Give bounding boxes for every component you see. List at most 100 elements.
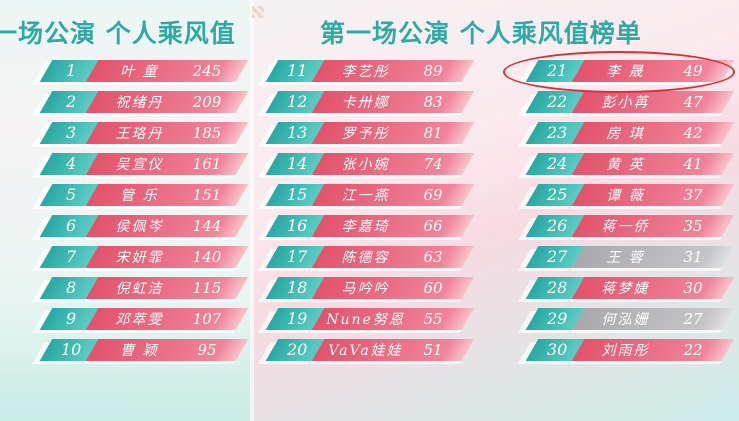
score: 69 — [423, 186, 443, 204]
name-bar: 何泓姗 27 — [571, 308, 735, 330]
name-bar: 李嘉琦 66 — [311, 215, 475, 237]
rank-number: 13 — [286, 123, 308, 142]
ranking-row: 5 管 乐 151 — [39, 184, 249, 206]
score: 209 — [192, 93, 222, 111]
score: 31 — [683, 248, 703, 266]
name-bar: 卡卅娜 83 — [311, 91, 475, 113]
ranking-row: 25 谭 薇 37 — [525, 184, 735, 206]
name-bar: 张小婉 74 — [311, 153, 475, 175]
score: 51 — [423, 341, 443, 359]
ranking-row: 14 张小婉 74 — [265, 153, 475, 175]
contestant-name: 卡卅娜 — [341, 95, 390, 111]
score: 185 — [192, 124, 222, 142]
rank-number: 28 — [546, 278, 568, 297]
name-bar: 刘雨彤 22 — [571, 339, 735, 361]
name-bar: 蒋一侨 35 — [571, 215, 735, 237]
name-bar: 马吟吟 60 — [311, 277, 475, 299]
score: 35 — [683, 217, 703, 235]
score: 107 — [192, 310, 222, 328]
name-bar: Nune努恩 55 — [311, 308, 475, 330]
ranking-row: 1 叶 童 245 — [39, 60, 249, 82]
name-bar: 黄 英 41 — [571, 153, 735, 175]
ranking-row: 15 江一燕 69 — [265, 184, 475, 206]
ranking-row: 26 蒋一侨 35 — [525, 215, 735, 237]
name-bar: 陈德容 63 — [311, 246, 475, 268]
name-bar: 罗予彤 81 — [311, 122, 475, 144]
ranking-row: 4 吴宣仪 161 — [39, 153, 249, 175]
contestant-name: 罗予彤 — [341, 126, 390, 142]
ranking-row: 7 宋妍霏 140 — [39, 246, 249, 268]
score: 30 — [683, 279, 703, 297]
rank-number: 4 — [65, 154, 77, 173]
left-title: 一场公演 个人乘风值 — [0, 19, 236, 48]
name-bar: 祝绪丹 209 — [85, 91, 249, 113]
score: 41 — [683, 155, 703, 173]
rank-number: 16 — [286, 216, 308, 235]
name-bar: 曹 颖 95 — [85, 339, 249, 361]
score: 89 — [423, 62, 443, 80]
rank-number: 15 — [286, 185, 308, 204]
contestant-name: 李艺彤 — [341, 64, 390, 80]
name-bar: 王珞丹 185 — [85, 122, 249, 144]
name-bar: 宋妍霏 140 — [85, 246, 249, 268]
score: 151 — [192, 186, 222, 204]
ranking-row: 24 黄 英 41 — [525, 153, 735, 175]
score: 115 — [192, 279, 222, 297]
rank-number: 27 — [546, 247, 568, 266]
name-bar: 江一燕 69 — [311, 184, 475, 206]
rank-number: 2 — [65, 92, 77, 111]
score: 60 — [423, 279, 443, 297]
name-bar: 房 琪 42 — [571, 122, 735, 144]
right-title: 第一场公演 个人乘风值榜单 — [320, 19, 642, 48]
watermark-icon — [252, 6, 264, 18]
contestant-name: 倪虹洁 — [115, 281, 164, 297]
ranking-row: 22 彭小苒 47 — [525, 91, 735, 113]
rank-number: 8 — [65, 278, 77, 297]
rank-number: 18 — [286, 278, 308, 297]
score: 95 — [197, 341, 217, 359]
contestant-name: 邓萃雯 — [115, 312, 164, 328]
ranking-row: 27 王 蓉 31 — [525, 246, 735, 268]
contestant-name: 谭 薇 — [606, 188, 645, 204]
ranking-row: 8 倪虹洁 115 — [39, 277, 249, 299]
score: 245 — [192, 62, 222, 80]
contestant-name: 马吟吟 — [341, 281, 390, 297]
contestant-name: 彭小苒 — [601, 95, 650, 111]
rank-number: 20 — [286, 340, 308, 359]
score: 55 — [423, 310, 443, 328]
name-bar: 李艺彤 89 — [311, 60, 475, 82]
contestant-name: 陈德容 — [341, 250, 390, 266]
contestant-name: 房 琪 — [606, 126, 645, 142]
rank-number: 5 — [65, 185, 77, 204]
name-bar: 彭小苒 47 — [571, 91, 735, 113]
rank-number: 22 — [546, 92, 568, 111]
score: 27 — [683, 310, 703, 328]
name-bar: 吴宣仪 161 — [85, 153, 249, 175]
score: 66 — [423, 217, 443, 235]
ranking-row: 28 蒋梦婕 30 — [525, 277, 735, 299]
score: 74 — [423, 155, 443, 173]
contestant-name: 祝绪丹 — [115, 95, 164, 111]
ranking-row: 23 房 琪 42 — [525, 122, 735, 144]
contestant-name: 王 蓉 — [606, 250, 645, 266]
rank-number: 7 — [65, 247, 77, 266]
rank-number: 24 — [546, 154, 568, 173]
name-bar: 王 蓉 31 — [571, 246, 735, 268]
ranking-row: 6 侯佩岑 144 — [39, 215, 249, 237]
ranking-row: 3 王珞丹 185 — [39, 122, 249, 144]
ranking-row: 12 卡卅娜 83 — [265, 91, 475, 113]
rank-number: 29 — [546, 309, 568, 328]
contestant-name: 叶 童 — [120, 64, 159, 80]
score: 144 — [192, 217, 222, 235]
contestant-name: 吴宣仪 — [115, 157, 164, 173]
contestant-name: Nune努恩 — [326, 312, 405, 328]
rank-number: 17 — [286, 247, 308, 266]
ranking-row: 9 邓萃雯 107 — [39, 308, 249, 330]
score: 81 — [423, 124, 443, 142]
rank-number: 3 — [65, 123, 77, 142]
score: 161 — [192, 155, 222, 173]
contestant-name: 张小婉 — [341, 157, 390, 173]
contestant-name: 江一燕 — [341, 188, 390, 204]
name-bar: 蒋梦婕 30 — [571, 277, 735, 299]
name-bar: 侯佩岑 144 — [85, 215, 249, 237]
